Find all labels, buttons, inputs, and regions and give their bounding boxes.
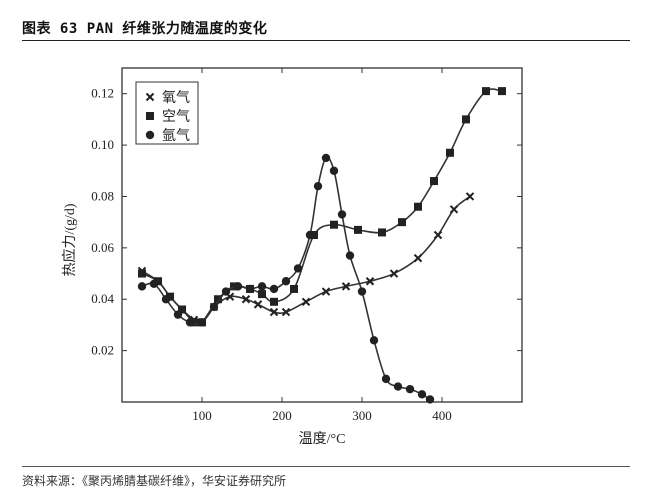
title-divider (22, 40, 630, 41)
chart-title: 图表 63 PAN 纤维张力随温度的变化 (22, 21, 268, 37)
x-tick-label: 300 (352, 408, 372, 423)
y-tick-label: 0.02 (91, 343, 114, 358)
series-x (137, 192, 475, 327)
data-point (221, 287, 231, 296)
data-point (365, 277, 375, 286)
data-point (257, 282, 267, 291)
data-point (269, 284, 279, 294)
data-point (321, 153, 331, 163)
data-point (293, 264, 303, 273)
data-point (330, 220, 338, 229)
data-point (337, 210, 347, 219)
data-point (369, 336, 379, 345)
data-point (258, 290, 266, 299)
legend-marker (146, 112, 154, 120)
plot-frame (121, 67, 523, 403)
data-point (389, 269, 399, 278)
y-tick-label: 0.08 (91, 188, 114, 203)
data-point (414, 202, 422, 211)
data-point (498, 87, 506, 96)
data-point (345, 251, 355, 260)
legend-label: 氧气 (162, 90, 190, 106)
footer-divider (22, 466, 630, 467)
data-point (269, 307, 279, 317)
source-note: 资料来源：《聚丙烯腈基碳纤维》，华安证券研究所 (22, 474, 287, 488)
series-layer (137, 87, 506, 404)
x-axis-label: 温度/°C (299, 431, 346, 447)
data-point (233, 282, 243, 291)
legend-marker (145, 92, 155, 102)
data-point (449, 205, 459, 214)
data-point (446, 148, 454, 157)
data-point (281, 277, 291, 286)
y-tick-label: 0.04 (91, 291, 114, 306)
data-point (154, 277, 162, 286)
data-point (185, 318, 195, 327)
data-point (161, 295, 171, 304)
y-tick-label: 0.06 (91, 240, 114, 255)
data-point (433, 230, 443, 240)
data-point (173, 310, 183, 319)
data-point (378, 228, 386, 237)
data-point (417, 390, 427, 399)
data-point (149, 279, 159, 289)
data-point (357, 287, 367, 296)
data-point (301, 297, 311, 307)
axes: 100 200 300 400 0.02 0.04 0.06 0.08 0.10 0.12 (91, 68, 522, 423)
data-point (253, 300, 263, 309)
data-point (178, 305, 186, 314)
data-point (313, 181, 323, 191)
data-point (393, 382, 403, 391)
data-point (398, 218, 406, 227)
data-point (214, 295, 222, 304)
data-point (425, 395, 435, 404)
x-tick-label: 200 (272, 408, 292, 423)
data-point (166, 292, 174, 301)
data-point (305, 230, 315, 240)
legend-label: 氩气 (162, 128, 190, 144)
data-point (138, 269, 146, 278)
data-point (354, 225, 362, 234)
data-point (405, 384, 415, 394)
data-point (197, 318, 207, 327)
data-point (413, 253, 423, 263)
data-point (341, 282, 351, 291)
data-point (245, 284, 255, 294)
x-tick-label: 400 (432, 408, 452, 423)
data-point (462, 115, 470, 124)
data-point (329, 166, 339, 175)
y-axis-label: 热应力/(g/d) (61, 203, 78, 276)
legend-label: 空气 (162, 109, 190, 125)
y-tick-label: 0.10 (91, 137, 114, 152)
data-point (381, 374, 391, 384)
x-tick-label: 100 (192, 408, 212, 423)
data-point (270, 297, 278, 306)
series-circle (137, 153, 435, 404)
data-point (430, 177, 438, 186)
data-point (209, 302, 219, 312)
legend-marker (145, 130, 155, 140)
data-point (321, 287, 331, 296)
data-point (281, 307, 291, 317)
data-point (137, 282, 147, 291)
data-point (482, 87, 490, 96)
data-point (290, 284, 298, 293)
data-point (465, 192, 475, 201)
y-tick-label: 0.12 (91, 86, 114, 101)
data-point (241, 295, 251, 304)
